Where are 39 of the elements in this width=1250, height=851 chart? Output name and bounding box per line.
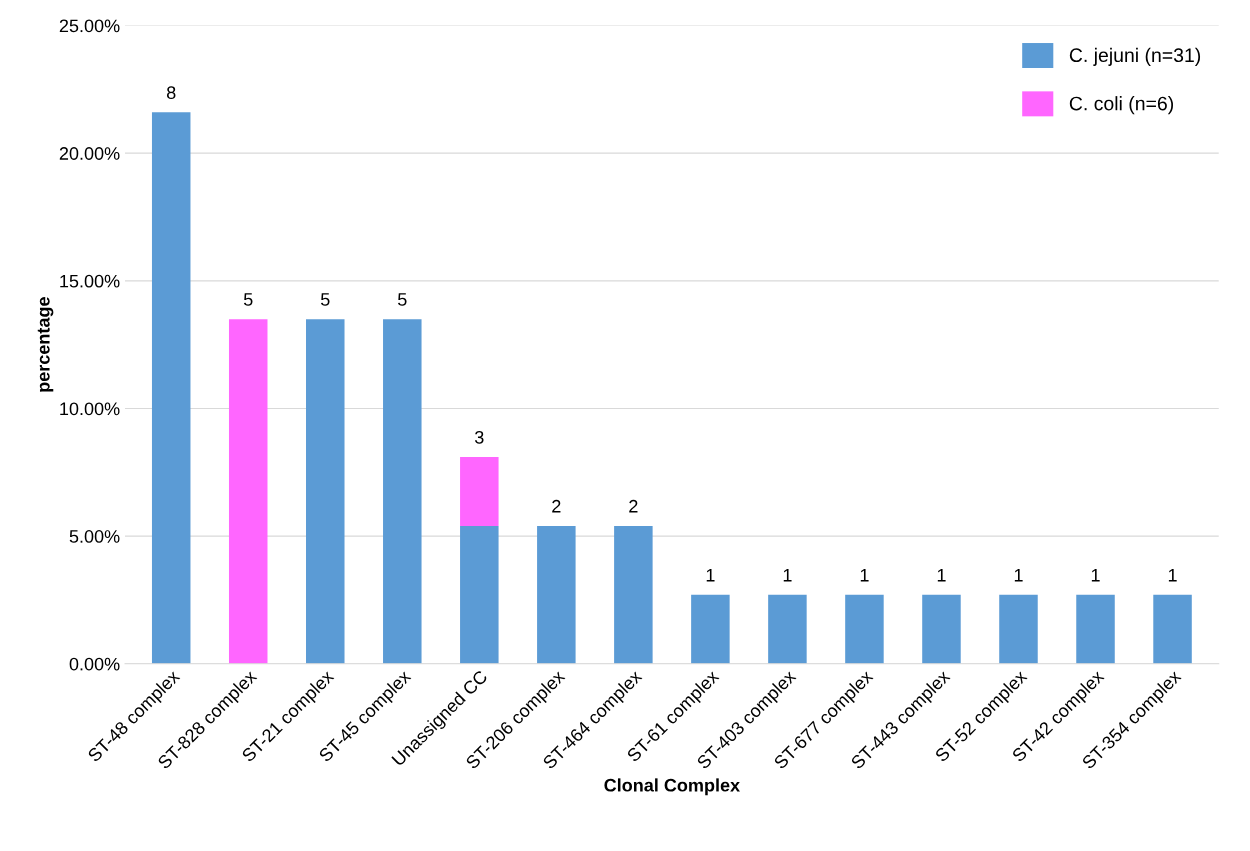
bar	[537, 525, 576, 664]
bar	[845, 594, 884, 664]
bar	[614, 525, 653, 664]
y-tick-label: 0.00%	[69, 657, 120, 671]
annotation: 1	[1168, 568, 1177, 582]
bar	[691, 594, 730, 664]
annotation: 1	[706, 568, 715, 582]
bar	[383, 319, 422, 664]
annotation: 2	[552, 499, 561, 513]
annotation: 5	[243, 293, 253, 306]
annotation: 3	[474, 430, 484, 444]
bar	[460, 525, 499, 664]
y-tick-label: 20.00%	[59, 147, 120, 160]
bar	[768, 594, 807, 664]
bar	[228, 319, 268, 664]
annotation: 1	[783, 568, 792, 582]
y-axis-title: percentage	[37, 297, 54, 392]
bar	[1076, 594, 1115, 664]
y-tick-label: 25.00%	[59, 19, 120, 33]
y-tick-label: 5.00%	[69, 530, 120, 543]
legend-label: C. jejuni (n=31)	[1069, 47, 1201, 66]
bar	[151, 112, 191, 664]
bar	[460, 456, 499, 526]
annotation: 1	[1091, 568, 1100, 582]
annotation: 1	[860, 568, 869, 582]
y-tick-label: 15.00%	[60, 274, 120, 288]
annotation: 2	[629, 499, 638, 513]
bar	[306, 319, 345, 664]
annotation: 1	[1014, 568, 1023, 582]
annotation: 5	[397, 293, 407, 306]
bar	[922, 594, 961, 664]
legend-label: C. coli (n=6)	[1069, 96, 1174, 115]
annotation: 8	[166, 86, 176, 100]
x-axis-title: Clonal Complex	[604, 778, 740, 796]
bar	[1153, 594, 1192, 664]
bar	[999, 594, 1038, 664]
annotation: 1	[937, 568, 946, 582]
annotation: 5	[320, 293, 330, 306]
y-tick-label: 10.00%	[60, 402, 120, 416]
